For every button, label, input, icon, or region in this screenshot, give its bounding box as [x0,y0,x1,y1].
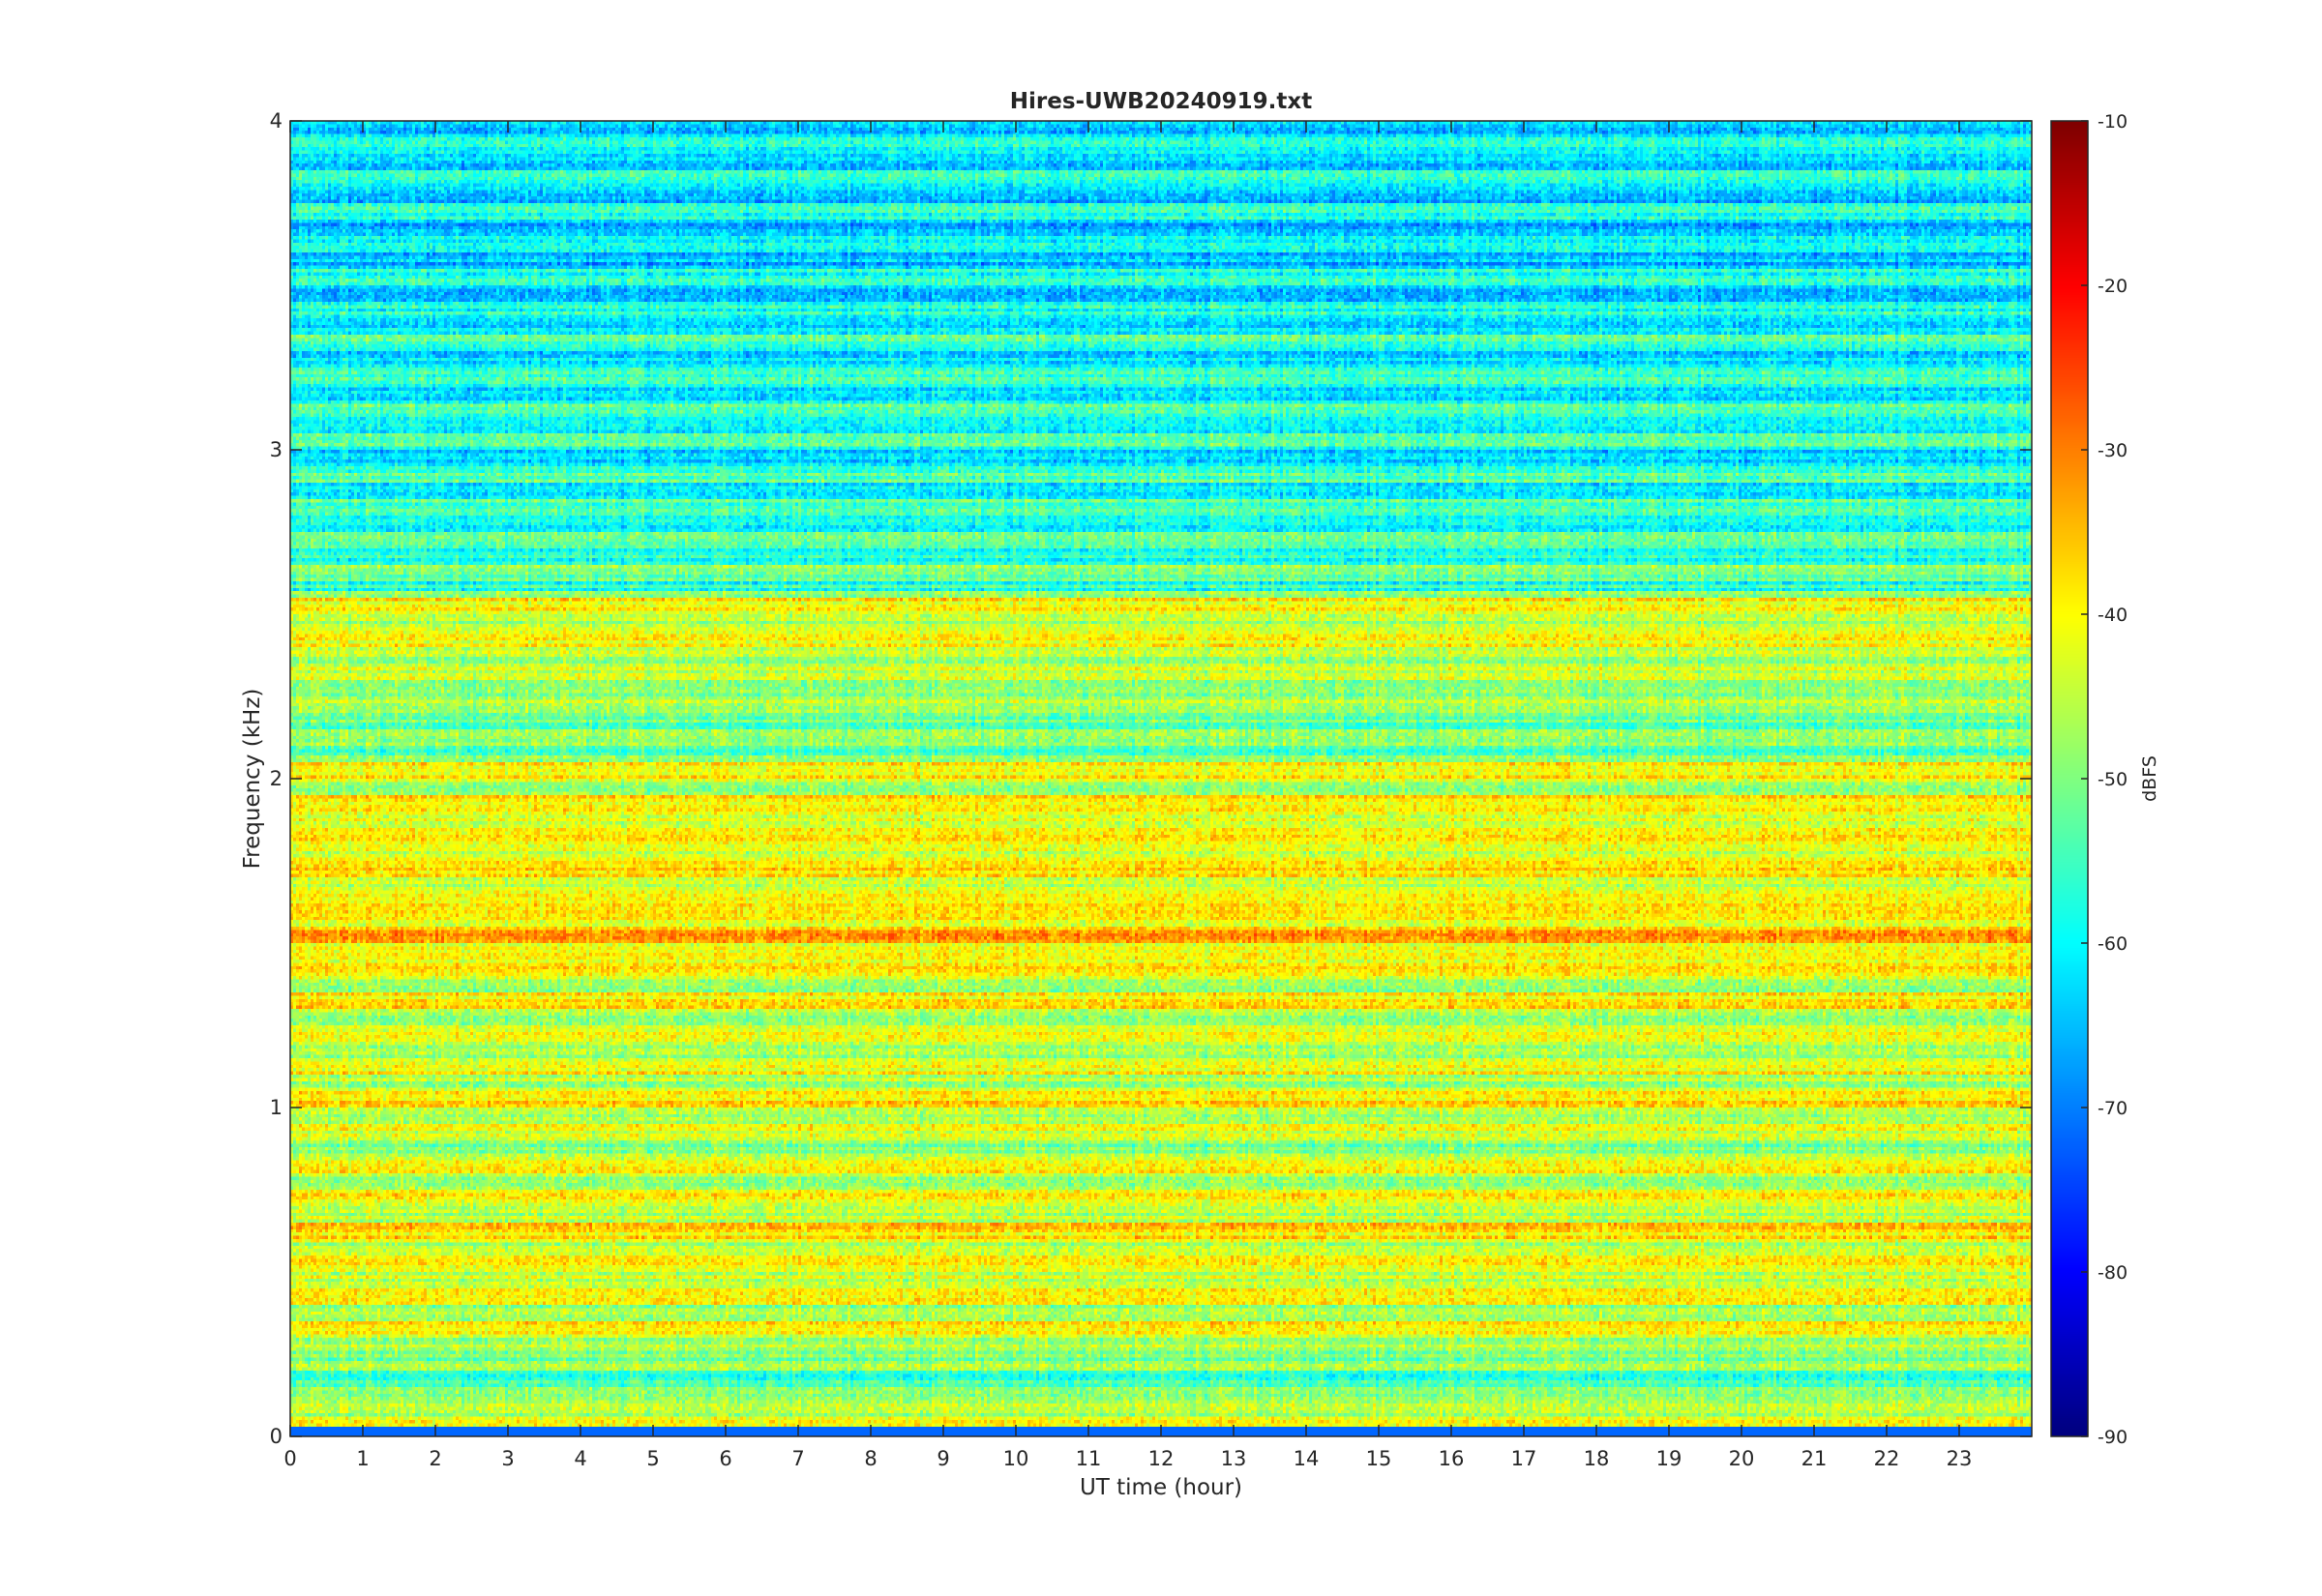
colorbar-tick-label: -60 [2098,933,2128,955]
colorbar-label: dBFS [2139,755,2160,802]
x-tick-label: 4 [574,1447,586,1470]
y-tick-label: 1 [270,1096,283,1119]
x-tick-label: 15 [1366,1447,1392,1470]
y-tick-label: 3 [270,438,283,461]
x-tick-label: 9 [937,1447,949,1470]
y-tick-label: 4 [270,109,283,133]
y-tick-label: 2 [270,767,283,790]
colorbar-tick-label: -80 [2098,1262,2128,1284]
x-tick-label: 17 [1511,1447,1537,1470]
x-tick-label: 1 [356,1447,369,1470]
colorbar-tick-label: -90 [2098,1427,2128,1448]
colorbar-tick-label: -20 [2098,276,2128,297]
colorbar-tick-label: -10 [2098,111,2128,133]
x-tick-label: 12 [1148,1447,1175,1470]
colorbar-tick-label: -70 [2098,1098,2128,1119]
x-tick-label: 7 [791,1447,804,1470]
x-tick-label: 10 [1003,1447,1029,1470]
x-tick-label: 16 [1439,1447,1465,1470]
x-tick-label: 21 [1801,1447,1828,1470]
chart-title: Hires-UWB20240919.txt [1010,89,1312,114]
x-tick-label: 23 [1947,1447,1973,1470]
x-tick-label: 19 [1656,1447,1682,1470]
x-tick-label: 2 [429,1447,441,1470]
colorbar-tick-label: -50 [2098,769,2128,790]
x-tick-label: 5 [646,1447,659,1470]
x-tick-label: 14 [1294,1447,1320,1470]
x-tick-label: 18 [1584,1447,1610,1470]
x-tick-label: 20 [1729,1447,1755,1470]
x-tick-label: 11 [1076,1447,1102,1470]
x-tick-label: 6 [719,1447,731,1470]
plot-frame [289,120,2033,1437]
colorbar-tick-label: -30 [2098,440,2128,461]
x-tick-label: 22 [1874,1447,1900,1470]
x-tick-label: 13 [1221,1447,1247,1470]
y-axis-label: Frequency (kHz) [240,689,265,870]
x-tick-label: 8 [864,1447,877,1470]
y-axis: 0 1 2 3 4 [270,109,2032,1448]
colorbar-tick-label: -40 [2098,605,2128,626]
y-tick-label: 0 [270,1425,283,1448]
x-axis: 0 1 2 3 4 5 6 7 8 9 10 11 12 13 14 15 16 17 18 19 20 21 22 23 [283,121,1972,1470]
x-tick-label: 3 [501,1447,514,1470]
spectrogram-heatmap [290,121,2032,1436]
colorbar-axis: -90 -80 -70 -60 -50 -40 -30 -20 -10 [2081,111,2128,1448]
x-axis-label: UT time (hour) [1080,1475,1242,1500]
x-tick-label: 0 [283,1447,296,1470]
